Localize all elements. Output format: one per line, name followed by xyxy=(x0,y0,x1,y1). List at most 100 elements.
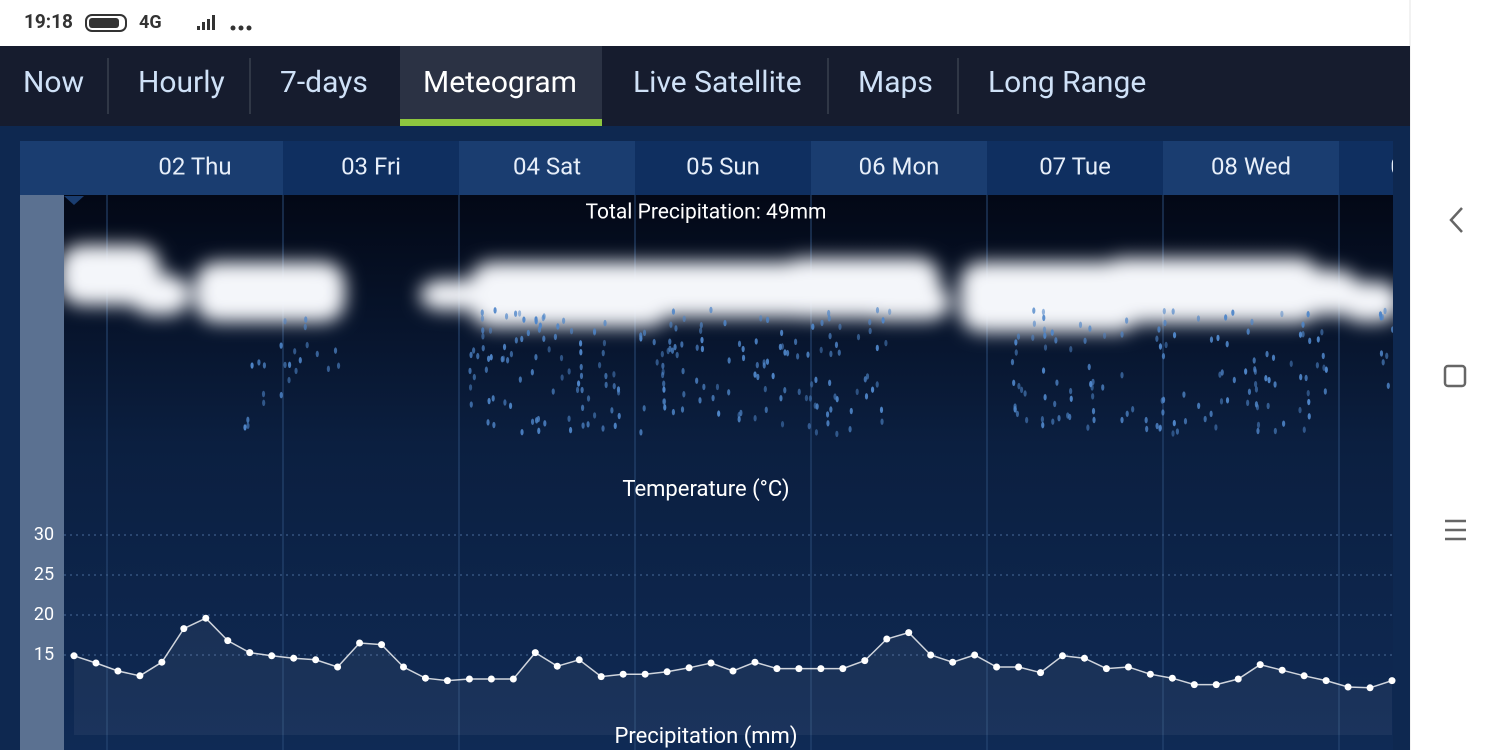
temperature-point xyxy=(1168,674,1176,682)
temperature-point xyxy=(641,670,649,678)
active-tab-indicator xyxy=(400,119,602,126)
tab[interactable]: Now xyxy=(23,65,84,100)
raindrop xyxy=(1164,341,1168,349)
tab[interactable]: Hourly xyxy=(138,65,225,100)
raindrop xyxy=(1050,329,1054,336)
raindrop xyxy=(1302,426,1306,433)
raindrop xyxy=(797,388,801,396)
raindrop xyxy=(1051,418,1055,425)
raindrop xyxy=(469,401,473,408)
temperature-point xyxy=(597,673,605,681)
tab[interactable]: Maps xyxy=(858,65,933,100)
raindrop xyxy=(1383,307,1387,315)
raindrop xyxy=(509,350,514,358)
raindrop xyxy=(537,326,542,333)
raindrop xyxy=(481,327,485,334)
raindrop xyxy=(753,415,757,422)
raindrop xyxy=(835,395,839,403)
tab-bar xyxy=(0,46,1410,126)
raindrop xyxy=(568,426,573,434)
raindrop xyxy=(815,403,819,410)
temperature-point xyxy=(224,637,232,645)
temperature-point xyxy=(334,663,342,671)
raindrop xyxy=(493,307,497,314)
raindrop xyxy=(875,344,879,352)
day-header xyxy=(987,141,1163,195)
raindrop xyxy=(491,395,495,402)
raindrop xyxy=(487,397,491,405)
tab[interactable]: Long Range xyxy=(988,65,1146,100)
raindrop xyxy=(1197,402,1201,410)
raindrop xyxy=(737,340,742,348)
raindrop xyxy=(825,411,830,418)
raindrop xyxy=(808,395,812,402)
raindrop xyxy=(884,339,888,347)
home-button[interactable] xyxy=(1443,364,1467,388)
raindrop xyxy=(326,365,331,373)
raindrop xyxy=(279,342,283,349)
raindrop xyxy=(1256,427,1260,435)
raindrop xyxy=(505,357,510,364)
temperature-point xyxy=(1037,669,1045,677)
raindrop xyxy=(1216,334,1220,342)
raindrop xyxy=(671,408,675,416)
raindrop xyxy=(517,310,522,317)
raindrop xyxy=(578,340,583,347)
raindrop xyxy=(868,327,872,335)
raindrop xyxy=(246,416,250,424)
signal-icon xyxy=(197,15,252,31)
raindrop xyxy=(1043,332,1047,339)
temperature-point xyxy=(1124,663,1132,671)
raindrop xyxy=(501,355,506,362)
raindrop xyxy=(674,325,678,332)
raindrop xyxy=(741,345,745,353)
raindrop xyxy=(1014,339,1018,346)
raindrop xyxy=(875,381,879,388)
raindrop xyxy=(856,333,861,341)
temperature-point xyxy=(883,635,891,643)
raindrop xyxy=(613,422,617,430)
raindrop xyxy=(1069,395,1073,402)
menu-button[interactable] xyxy=(1445,519,1466,541)
raindrop xyxy=(1219,398,1224,405)
raindrop xyxy=(579,363,583,371)
raindrop xyxy=(1040,416,1044,423)
raindrop xyxy=(727,357,731,364)
raindrop xyxy=(1255,403,1260,411)
temperature-point xyxy=(509,675,517,683)
raindrop xyxy=(1315,362,1319,369)
raindrop xyxy=(764,406,768,414)
raindrop xyxy=(559,354,564,362)
raindrop xyxy=(1101,384,1105,391)
raindrop xyxy=(783,349,787,356)
back-button[interactable] xyxy=(1449,207,1463,233)
raindrop xyxy=(1144,416,1148,424)
raindrop xyxy=(639,335,643,342)
raindrop xyxy=(1267,376,1271,384)
day-label: 07 Tue xyxy=(1039,152,1111,180)
status-time: 19:18 xyxy=(24,10,73,33)
temperature-point xyxy=(663,668,671,676)
raindrop xyxy=(1014,349,1018,356)
raindrop xyxy=(468,384,473,391)
raindrop xyxy=(336,362,341,369)
raindrop xyxy=(283,361,287,369)
raindrop xyxy=(662,380,666,387)
raindrop xyxy=(616,389,621,396)
raindrop xyxy=(1054,337,1058,344)
raindrop xyxy=(586,421,590,428)
raindrop xyxy=(279,391,283,399)
raindrop xyxy=(810,381,814,388)
temperature-point xyxy=(114,667,122,675)
tab[interactable]: Live Satellite xyxy=(633,65,802,100)
system-nav-bar xyxy=(1410,0,1500,750)
raindrop xyxy=(520,428,524,436)
battery-level xyxy=(89,18,119,28)
temperature-point xyxy=(751,658,759,666)
tab[interactable]: Meteogram xyxy=(423,65,577,100)
cloud xyxy=(130,275,190,315)
tab[interactable]: 7-days xyxy=(280,65,368,100)
raindrop xyxy=(1125,410,1129,417)
raindrop xyxy=(551,388,555,395)
